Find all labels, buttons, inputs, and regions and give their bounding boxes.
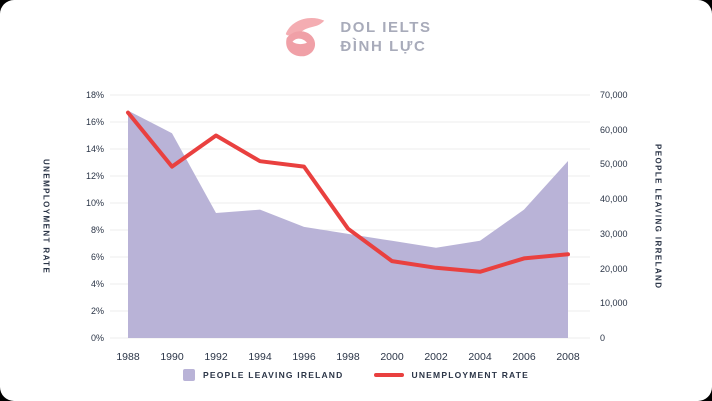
legend-item-unemployment: UNEMPLOYMENT RATE bbox=[373, 370, 530, 380]
brand-logo-text: DOL IELTS ĐÌNH LỰC bbox=[340, 18, 431, 57]
x-tick-year: 2002 bbox=[424, 351, 448, 363]
brand-title-line1: DOL IELTS bbox=[340, 18, 432, 36]
y-tick-left: 18% bbox=[85, 90, 104, 100]
x-tick-year: 1990 bbox=[160, 351, 184, 363]
y-tick-left: 6% bbox=[90, 252, 104, 262]
y-tick-left: 14% bbox=[85, 144, 104, 154]
line-series-unemployment bbox=[126, 110, 570, 274]
area-series-people-leaving bbox=[128, 110, 568, 338]
brand-bird-icon bbox=[280, 12, 330, 62]
y-tick-right: 30,000 bbox=[600, 228, 628, 239]
y-tick-right: 60,000 bbox=[600, 124, 628, 135]
brand-logo: DOL IELTS ĐÌNH LỰC bbox=[0, 12, 712, 62]
x-tick-year: 1996 bbox=[292, 351, 316, 363]
y-tick-left: 4% bbox=[90, 279, 104, 289]
y-tick-right: 70,000 bbox=[600, 90, 628, 100]
y-tick-right: 40,000 bbox=[600, 194, 628, 205]
y-axis-ticks-left: 18% 16% 14% 12% 10% 8% 6% 4% 2% 0% bbox=[56, 90, 104, 343]
plot-area bbox=[110, 94, 590, 339]
x-tick-year: 1988 bbox=[116, 351, 140, 363]
y-tick-left: 8% bbox=[90, 225, 104, 235]
x-tick-year: 2006 bbox=[512, 351, 536, 363]
legend-line-swatch-icon bbox=[373, 373, 404, 377]
legend-item-people-leaving: PEOPLE LEAVING IRELAND bbox=[182, 369, 344, 381]
x-tick-year: 2004 bbox=[468, 351, 492, 363]
x-tick-year: 2000 bbox=[380, 351, 404, 363]
legend: PEOPLE LEAVING IRELAND UNEMPLOYMENT RATE bbox=[0, 369, 712, 381]
y-tick-left: 12% bbox=[85, 171, 104, 181]
y-axis-ticks-right: 70,000 60,000 50,000 40,000 30,000 20,000 10,0… bbox=[600, 90, 654, 343]
y-axis-title-right: PEOPLE LEAVING IRRELAND bbox=[653, 143, 663, 290]
y-tick-left: 16% bbox=[85, 117, 104, 127]
legend-label-unemployment: UNEMPLOYMENT RATE bbox=[411, 370, 530, 380]
legend-area-swatch-icon bbox=[182, 369, 195, 381]
y-tick-left: 2% bbox=[90, 306, 104, 316]
y-tick-right: 0 bbox=[600, 333, 606, 343]
y-tick-left: 0% bbox=[90, 333, 104, 343]
legend-label-people-leaving: PEOPLE LEAVING IRELAND bbox=[202, 370, 344, 380]
y-axis-title-left: UNEMPLOYMENT RATE bbox=[41, 158, 51, 275]
x-tick-year: 1994 bbox=[248, 351, 272, 363]
y-tick-right: 50,000 bbox=[600, 159, 628, 170]
brand-title-line2: ĐÌNH LỰC bbox=[340, 38, 427, 55]
y-tick-right: 20,000 bbox=[600, 263, 628, 274]
y-tick-right: 10,000 bbox=[600, 298, 628, 309]
y-tick-left: 10% bbox=[85, 198, 104, 208]
x-axis-ticks: 1988 1990 1992 1994 1996 1998 2000 2002 2004 2006… bbox=[110, 351, 590, 363]
plot-svg bbox=[110, 94, 590, 339]
x-tick-year: 1998 bbox=[336, 351, 360, 363]
x-tick-year: 1992 bbox=[204, 351, 228, 363]
x-tick-year: 2008 bbox=[556, 351, 580, 363]
